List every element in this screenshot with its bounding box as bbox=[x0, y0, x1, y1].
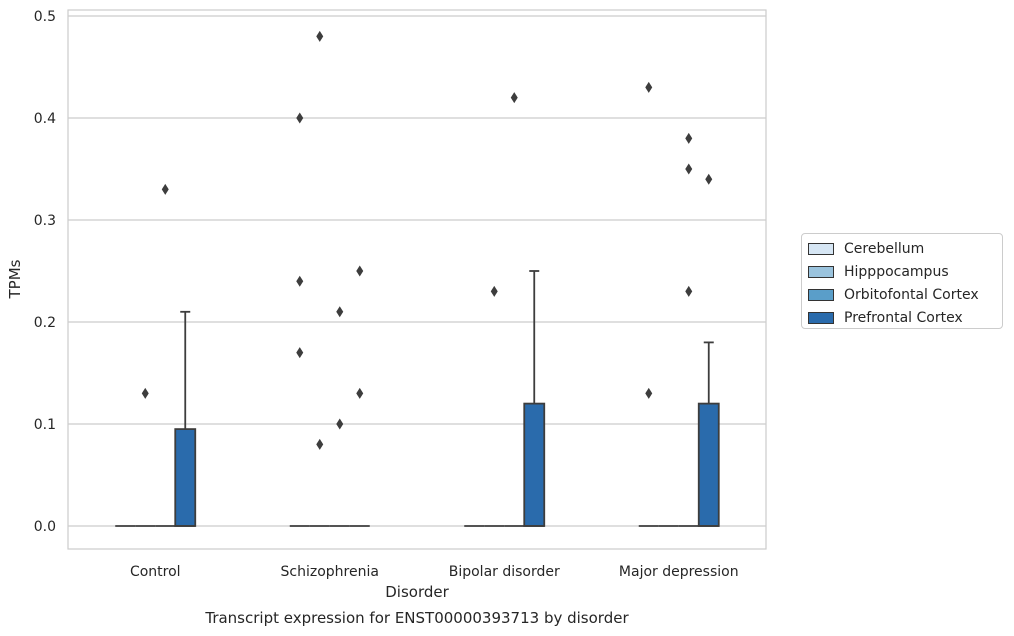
box bbox=[697, 402, 720, 527]
outlier-point bbox=[356, 265, 364, 277]
box bbox=[174, 428, 197, 527]
outlier-point bbox=[296, 112, 304, 124]
legend-swatch bbox=[808, 311, 834, 324]
plot-frame bbox=[67, 9, 767, 550]
legend: Cerebellum Hipppocampus Orbitofontal Corte… bbox=[801, 233, 1003, 329]
outlier-point bbox=[685, 132, 693, 144]
outlier-point bbox=[296, 347, 304, 359]
series-orbitofontal-cortex bbox=[155, 92, 699, 527]
box-series bbox=[115, 30, 720, 527]
outlier-point bbox=[316, 30, 324, 42]
outlier-point bbox=[141, 387, 149, 399]
box bbox=[523, 402, 546, 527]
y-tick-label: 0.5 bbox=[34, 9, 56, 25]
y-tick-label: 0.1 bbox=[34, 417, 56, 433]
legend-label: Cerebellum bbox=[844, 240, 925, 257]
x-axis-ticks: Control Schizophrenia Bipolar disorder Majo… bbox=[130, 564, 739, 580]
series-prefrontal-cortex bbox=[174, 173, 720, 527]
outlier-point bbox=[161, 183, 169, 195]
legend-label: Hipppocampus bbox=[844, 263, 949, 280]
outlier-point bbox=[705, 173, 713, 185]
y-axis-ticks: 0.0 0.1 0.2 0.3 0.4 0.5 bbox=[34, 9, 56, 535]
legend-item: Cerebellum bbox=[808, 237, 996, 260]
outlier-point bbox=[356, 387, 364, 399]
legend-item: Prefrontal Cortex bbox=[808, 306, 996, 329]
y-tick-label: 0.3 bbox=[34, 213, 56, 229]
legend-label: Orbitofontal Cortex bbox=[844, 286, 979, 303]
x-axis-label: Disorder bbox=[385, 583, 449, 601]
series-cerebellum bbox=[115, 81, 659, 527]
outlier-point bbox=[336, 418, 344, 430]
legend-label: Prefrontal Cortex bbox=[844, 309, 963, 326]
legend-swatch bbox=[808, 242, 834, 255]
y-tick-label: 0.4 bbox=[34, 111, 56, 127]
series-hipppocampus bbox=[135, 30, 679, 527]
y-tick-label: 0.2 bbox=[34, 315, 56, 331]
outlier-point bbox=[296, 275, 304, 287]
legend-item: Hipppocampus bbox=[808, 260, 996, 283]
outlier-point bbox=[645, 81, 653, 93]
outlier-point bbox=[490, 285, 498, 297]
x-tick-label: Control bbox=[130, 564, 181, 580]
legend-item: Orbitofontal Cortex bbox=[808, 283, 996, 306]
legend-swatch bbox=[808, 288, 834, 301]
grid-lines bbox=[68, 15, 766, 527]
outlier-point bbox=[685, 285, 693, 297]
y-tick-label: 0.0 bbox=[34, 519, 56, 535]
outlier-point bbox=[645, 387, 653, 399]
outlier-point bbox=[685, 163, 693, 175]
x-tick-label: Major depression bbox=[619, 564, 739, 580]
chart-caption: Transcript expression for ENST0000039371… bbox=[204, 609, 629, 627]
outlier-point bbox=[510, 92, 518, 104]
outlier-point bbox=[316, 438, 324, 450]
legend-swatch bbox=[808, 265, 834, 278]
outlier-point bbox=[336, 306, 344, 318]
x-tick-label: Bipolar disorder bbox=[449, 564, 560, 580]
x-tick-label: Schizophrenia bbox=[281, 564, 379, 580]
y-axis-label: TPMs bbox=[6, 259, 24, 299]
